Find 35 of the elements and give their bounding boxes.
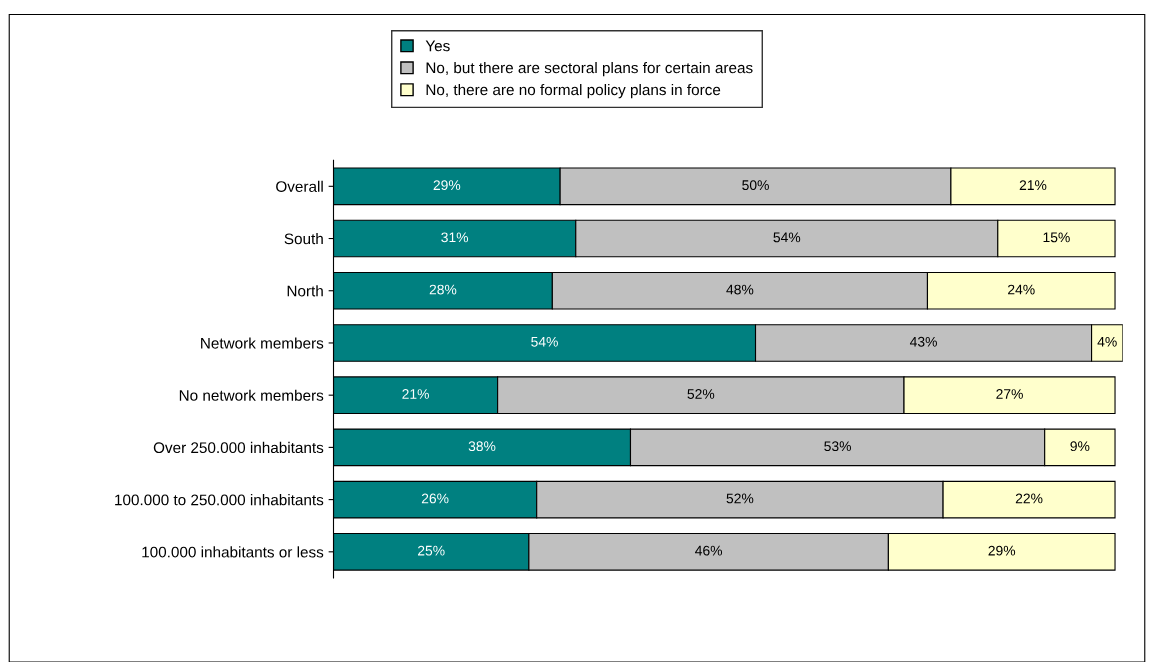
data-label: 50%	[742, 180, 769, 191]
data-label: 29%	[988, 545, 1016, 556]
legend-label: Yes	[425, 40, 450, 52]
data-label: 21%	[402, 389, 429, 399]
y-tick-label: 100.000 to 250.000 inhabitants	[115, 494, 324, 506]
data-label: 31%	[441, 232, 469, 243]
data-label: 48%	[726, 284, 754, 295]
data-label: 28%	[429, 284, 457, 295]
data-label: 46%	[695, 545, 723, 556]
data-label: 25%	[418, 545, 445, 556]
data-label: 29%	[433, 180, 461, 191]
legend-label: No, but there are sectoral plans for certain areas	[426, 62, 753, 77]
data-label: 43%	[909, 336, 937, 347]
y-tick-label: Over 250.000 inhabitants	[153, 441, 324, 454]
legend-label: No, there are no formal policy plans in force	[426, 83, 721, 99]
data-label: 4%	[1097, 336, 1117, 347]
data-label: 54%	[531, 336, 558, 347]
data-label: 15%	[1043, 232, 1070, 243]
y-tick-label: North	[287, 285, 323, 297]
data-label: 26%	[421, 493, 449, 504]
data-label: 54%	[773, 232, 801, 243]
data-label: 53%	[824, 441, 851, 452]
y-tick-label: Network members	[201, 337, 324, 349]
y-tick-label: South	[284, 232, 323, 245]
data-label: 24%	[1008, 284, 1035, 295]
y-tick-label: Overall	[276, 180, 323, 192]
data-label: 52%	[726, 493, 754, 504]
data-label: 38%	[468, 441, 496, 452]
data-label: 9%	[1070, 441, 1090, 452]
y-tick-label: No network members	[179, 389, 324, 401]
data-label: 27%	[996, 389, 1023, 399]
y-tick-label: 100.000 inhabitants or less	[142, 546, 324, 558]
data-label: 22%	[1015, 493, 1043, 504]
data-label: 52%	[687, 389, 715, 399]
data-label: 21%	[1019, 180, 1047, 190]
